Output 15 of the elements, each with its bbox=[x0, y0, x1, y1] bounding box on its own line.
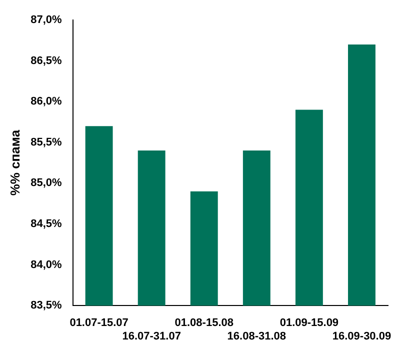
y-tick-label: 85,5% bbox=[30, 136, 62, 148]
x-tick-label: 01.08-15.08 bbox=[174, 317, 234, 330]
y-tick-label: 86,5% bbox=[30, 54, 62, 67]
y-axis-title: %% спама bbox=[7, 129, 22, 196]
x-tick-label: 01.09-15.09 bbox=[280, 317, 339, 330]
x-tick-label: 01.07-15.07 bbox=[70, 317, 128, 330]
y-tick-label: 86,0% bbox=[30, 96, 62, 108]
x-tick-label: 16.09-30.09 bbox=[332, 330, 392, 342]
x-tick-label: 16.07-31.07 bbox=[122, 330, 181, 342]
y-tick-label: 84,0% bbox=[30, 258, 62, 271]
y-tick-label: 84,5% bbox=[30, 218, 62, 230]
y-tick-label: 83,5% bbox=[30, 300, 62, 312]
y-tick-label: 87,0% bbox=[30, 14, 62, 26]
y-tick-label: 85,0% bbox=[30, 177, 62, 190]
x-tick-label: 16.08-31.08 bbox=[227, 330, 286, 342]
